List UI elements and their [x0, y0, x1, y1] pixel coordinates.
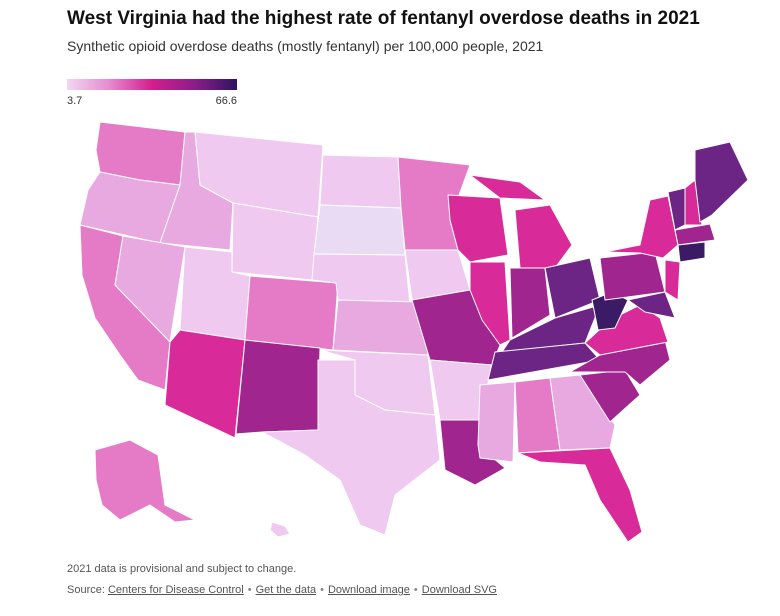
source-prefix: Source: — [67, 584, 105, 596]
state-arizona[interactable] — [164, 329, 246, 439]
state-colorado[interactable] — [244, 275, 339, 351]
state-north-dakota[interactable] — [319, 154, 402, 209]
state-illinois[interactable] — [469, 261, 511, 346]
state-indiana[interactable] — [509, 267, 551, 339]
cdc-link[interactable]: Centers for Disease Control — [107, 584, 244, 596]
state-mississippi[interactable] — [477, 381, 516, 463]
legend-gradient — [67, 79, 237, 90]
state-massachusetts[interactable] — [674, 223, 716, 246]
provisional-note: 2021 data is provisional and subject to … — [67, 563, 297, 575]
state-kansas[interactable] — [332, 299, 429, 356]
state-michigan-up[interactable] — [469, 174, 546, 201]
state-south-dakota[interactable] — [313, 204, 406, 256]
state-new-york[interactable] — [604, 195, 679, 259]
state-new-jersey[interactable] — [664, 259, 681, 301]
state-kentucky[interactable] — [501, 304, 601, 353]
source-line: Source: Centers for Disease Control • Get … — [67, 584, 497, 596]
state-connecticut-ri[interactable] — [677, 241, 706, 263]
state-new-mexico[interactable] — [235, 339, 321, 435]
state-texas[interactable] — [261, 359, 441, 536]
state-maryland-delaware[interactable] — [627, 291, 676, 319]
state-florida[interactable] — [517, 447, 643, 543]
state-pennsylvania[interactable] — [599, 251, 666, 301]
download-image-link[interactable]: Download image — [327, 584, 410, 596]
state-wyoming[interactable] — [231, 202, 319, 281]
state-michigan[interactable] — [514, 204, 573, 269]
state-hawaii[interactable] — [269, 521, 291, 538]
legend-min-label: 3.7 — [67, 95, 83, 107]
get-data-link[interactable]: Get the data — [255, 584, 317, 596]
state-alaska[interactable] — [94, 439, 196, 523]
map-subtitle: Synthetic opioid overdose deaths (mostly… — [67, 38, 544, 54]
state-georgia[interactable] — [549, 374, 616, 451]
legend-max-label: 66.6 — [215, 95, 237, 107]
map-title: West Virginia had the highest rate of fe… — [67, 8, 700, 29]
state-maine[interactable] — [694, 141, 749, 223]
download-svg-link[interactable]: Download SVG — [421, 584, 497, 596]
color-legend: 3.7 66.6 — [67, 79, 237, 107]
